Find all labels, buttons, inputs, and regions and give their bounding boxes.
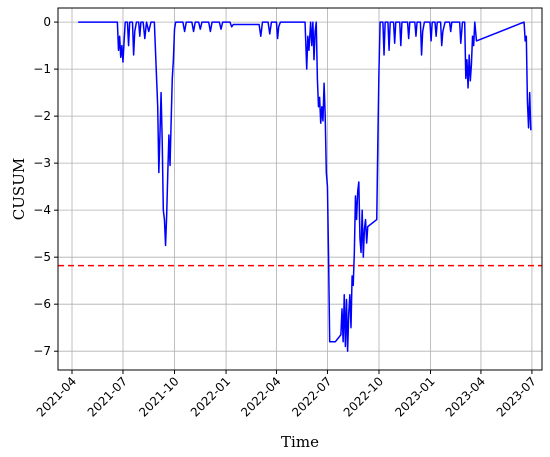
cusum-series-line <box>78 21 532 352</box>
y-axis-label: CUSUM <box>10 158 28 220</box>
series-layer <box>78 21 532 352</box>
x-tick-label: 2021-10 <box>136 374 181 419</box>
x-tick-label: 2021-07 <box>85 374 130 419</box>
x-tick-label: 2023-04 <box>443 374 488 419</box>
y-axis: 0 −1 −2 −3 −4 −5 −6 −7 <box>33 15 58 358</box>
x-tick-label: 2021-04 <box>34 374 79 419</box>
y-tick-label: −2 <box>33 109 51 123</box>
plot-frame <box>57 7 543 371</box>
y-tick-label: −1 <box>33 62 51 76</box>
y-tick-label: −3 <box>33 156 51 170</box>
x-tick-label: 2023-07 <box>494 374 539 419</box>
y-tick-label: −5 <box>33 250 51 264</box>
y-tick-label: −4 <box>33 203 51 217</box>
x-tick-label: 2022-10 <box>341 374 386 419</box>
x-tick-label: 2023-01 <box>392 374 437 419</box>
y-tick-label: −7 <box>33 344 51 358</box>
x-axis: 2021-04 2021-07 2021-10 2022-01 2022-04 2022-… <box>34 370 539 420</box>
x-axis-label: Time <box>281 433 319 451</box>
x-tick-label: 2022-07 <box>289 374 334 419</box>
x-tick-label: 2022-01 <box>188 374 233 419</box>
x-tick-label: 2022-04 <box>238 374 283 419</box>
y-tick-label: −6 <box>33 297 51 311</box>
y-tick-label: 0 <box>43 15 51 29</box>
